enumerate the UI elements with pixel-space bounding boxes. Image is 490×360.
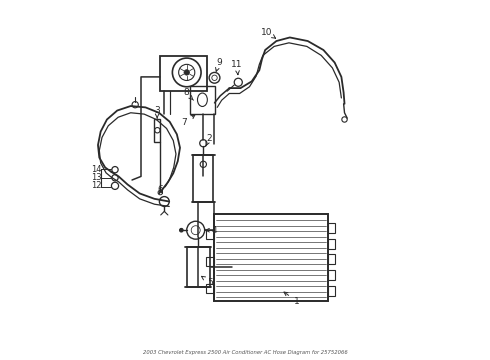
Text: 7: 7 (182, 115, 195, 127)
Text: 2: 2 (206, 134, 212, 146)
Text: 4: 4 (206, 226, 218, 235)
Text: 1: 1 (284, 292, 299, 306)
Bar (214, 213, 328, 301)
Bar (205, 257, 214, 266)
Circle shape (179, 228, 183, 232)
Bar (187, 247, 210, 287)
Bar (328, 239, 335, 249)
Bar (160, 56, 207, 91)
Bar (194, 156, 213, 202)
Bar (328, 223, 335, 233)
Text: 13: 13 (91, 173, 101, 182)
Circle shape (184, 70, 190, 75)
Bar (205, 284, 214, 293)
Bar (154, 118, 160, 142)
Text: 9: 9 (216, 58, 222, 71)
Bar (328, 255, 335, 264)
Bar (190, 86, 215, 114)
Text: 3: 3 (154, 106, 160, 118)
Text: 8: 8 (183, 88, 194, 100)
Bar (205, 230, 214, 239)
Text: 14: 14 (91, 165, 101, 174)
Text: 11: 11 (231, 60, 243, 75)
Text: 5: 5 (201, 276, 213, 287)
Text: 6: 6 (158, 185, 164, 194)
Bar (328, 270, 335, 280)
Text: 10: 10 (261, 28, 275, 38)
Text: 2003 Chevrolet Express 2500 Air Conditioner AC Hose Diagram for 25752066: 2003 Chevrolet Express 2500 Air Conditio… (143, 350, 347, 355)
Bar (328, 286, 335, 296)
Text: 12: 12 (91, 181, 101, 190)
